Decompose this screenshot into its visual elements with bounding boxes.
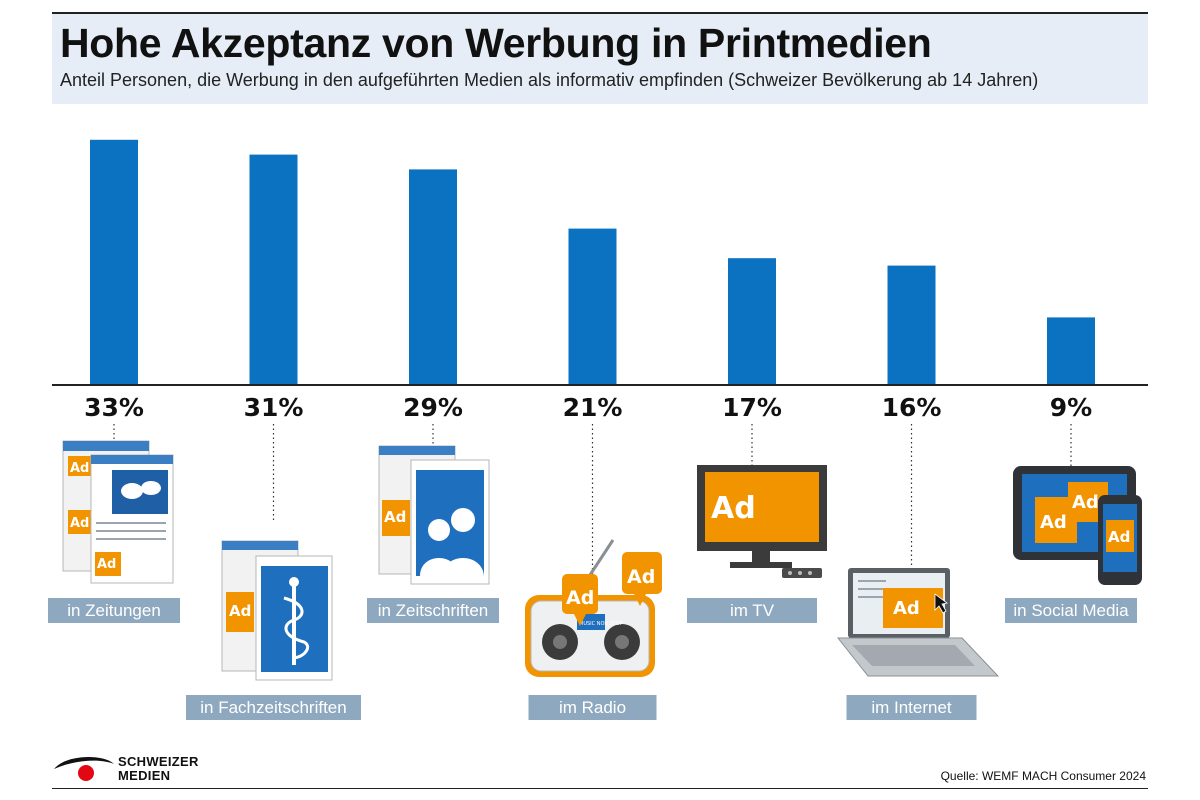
category-label-box-3 — [367, 598, 499, 623]
source-note: Quelle: WEMF MACH Consumer 2024 — [940, 769, 1146, 783]
ad-badge: Ad — [97, 557, 116, 572]
ad-badge: Ad — [1108, 528, 1130, 546]
ad-badge: Ad — [1040, 512, 1067, 533]
category-label-5: im TV — [730, 601, 775, 620]
bar-2 — [249, 154, 298, 384]
bar-5 — [728, 258, 776, 384]
ad-badge: Ad — [1072, 492, 1099, 513]
tv-icon: Ad — [697, 465, 827, 578]
category-label-box-4 — [528, 695, 657, 720]
radio-display-text: MUSIC NON STOP — [579, 621, 623, 627]
bar-3 — [409, 169, 457, 384]
value-label-4: 21% — [563, 393, 623, 422]
ad-badge: Ad — [70, 461, 89, 476]
schweizer-medien-logo — [54, 757, 114, 781]
bar-7 — [1047, 317, 1095, 384]
category-label-4: im Radio — [559, 698, 626, 717]
category-label-box-2 — [186, 695, 361, 720]
category-label-6: im Internet — [871, 698, 952, 717]
value-label-5: 17% — [722, 393, 782, 422]
value-label-1: 33% — [84, 393, 144, 422]
ad-badge: Ad — [566, 587, 594, 609]
logo-line-2: MEDIEN — [118, 768, 171, 783]
ad-badge: Ad — [229, 602, 251, 620]
category-label-1: in Zeitungen — [67, 601, 161, 620]
radio-icon: MUSIC NON STOP Ad Ad — [525, 539, 662, 677]
laptop-icon: Ad — [836, 568, 1000, 677]
magazine-icon: Ad — [378, 445, 490, 585]
tablet-phone-icon: Ad Ad Ad — [1013, 466, 1142, 585]
category-label-7: in Social Media — [1013, 601, 1129, 620]
value-label-7: 9% — [1050, 393, 1092, 422]
category-label-box-6 — [846, 695, 977, 720]
category-label-box-5 — [687, 598, 817, 623]
category-label-3: in Zeitschriften — [378, 601, 489, 620]
ad-badge: Ad — [627, 566, 655, 588]
value-label-3: 29% — [403, 393, 463, 422]
journal-icon: Ad — [221, 540, 333, 681]
category-label-2: in Fachzeitschriften — [200, 698, 346, 717]
ad-badge: Ad — [893, 598, 920, 619]
bottom-rule — [52, 788, 1148, 789]
value-label-6: 16% — [882, 393, 942, 422]
ad-badge: Ad — [384, 508, 406, 526]
category-label-box-1 — [48, 598, 180, 623]
newspaper-icon: Ad Ad Ad — [62, 440, 174, 584]
chart-title: Hohe Akzeptanz von Werbung in Printmedie… — [60, 20, 932, 66]
value-label-2: 31% — [244, 393, 304, 422]
ad-badge: Ad — [70, 516, 89, 531]
category-label-box-7 — [1005, 598, 1137, 623]
logo-line-1: SCHWEIZER — [118, 754, 199, 769]
bar-1 — [90, 139, 138, 384]
bar-4 — [568, 228, 617, 384]
top-rule — [52, 12, 1148, 14]
logo-text: SCHWEIZER MEDIEN — [118, 755, 199, 783]
bar-6 — [887, 265, 936, 384]
chart-subtitle: Anteil Personen, die Werbung in den aufg… — [60, 70, 1039, 90]
ad-badge: Ad — [711, 491, 756, 526]
header-band — [52, 14, 1148, 104]
